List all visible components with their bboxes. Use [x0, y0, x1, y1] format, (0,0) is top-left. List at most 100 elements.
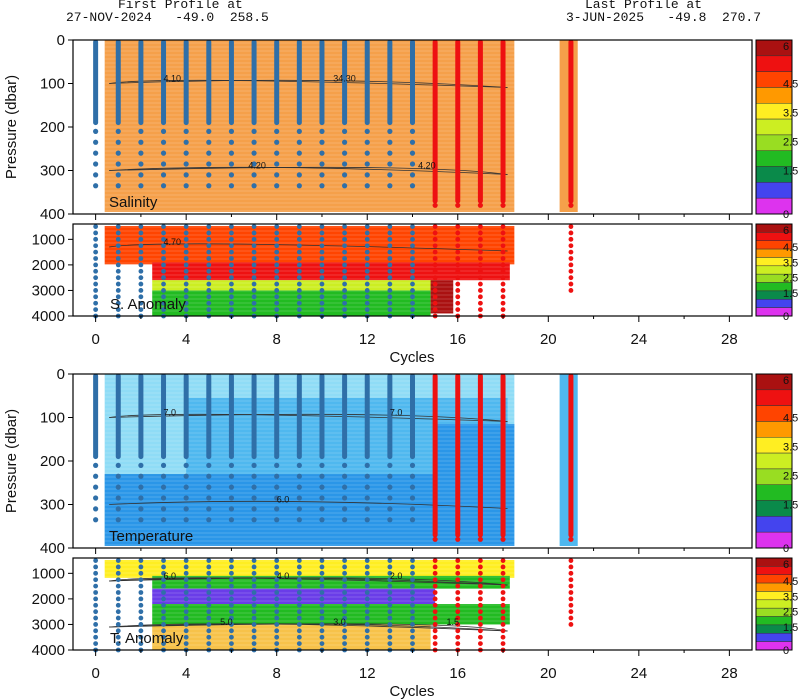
profile-point	[500, 256, 506, 261]
profile-point	[364, 473, 370, 479]
first-profile-label: First Profile at	[118, 0, 243, 12]
profile-point	[251, 224, 257, 229]
profile-point	[432, 609, 438, 615]
profile-point	[138, 602, 144, 608]
profile-point	[115, 288, 121, 293]
contour-line	[109, 577, 508, 586]
profile-point	[296, 506, 302, 512]
profile-point	[160, 139, 167, 145]
profile-point	[206, 590, 212, 595]
profile-point	[251, 139, 257, 145]
panel-s-anomaly	[68, 223, 793, 322]
profile-point	[432, 236, 438, 242]
profile-point	[296, 622, 302, 627]
profile-point	[274, 628, 280, 634]
x-tick-label: 28	[721, 665, 738, 682]
profile-point	[455, 275, 461, 281]
profile-point	[410, 249, 415, 255]
profile-point	[206, 558, 212, 563]
profile-point	[251, 570, 257, 576]
profile-point	[93, 570, 99, 576]
profile-point	[409, 161, 416, 167]
profile-point	[161, 564, 166, 570]
profile-point	[183, 294, 189, 300]
profile-point	[319, 506, 325, 512]
profile-point	[183, 256, 189, 261]
profile-point	[115, 628, 121, 634]
colorbar-tick-label: 2.5	[783, 273, 798, 285]
profile-point	[296, 517, 302, 523]
profile-point	[568, 262, 574, 268]
contour-label: 4.0	[277, 571, 290, 581]
profile-point	[500, 300, 506, 306]
profile-point	[138, 583, 144, 589]
profile-point	[161, 577, 166, 583]
profile-point	[161, 558, 166, 563]
profile-point	[160, 172, 167, 178]
profile-point	[319, 262, 325, 268]
profile-point	[229, 622, 234, 627]
profile-point	[500, 243, 506, 249]
colorbar-tick-label: 0	[783, 645, 789, 657]
profile-point	[274, 161, 280, 167]
profile-point	[364, 249, 370, 255]
profile-point	[251, 564, 257, 570]
profile-point	[93, 281, 99, 287]
profile-point	[319, 183, 325, 189]
profile-point	[251, 622, 257, 627]
y-axis-label: Pressure (dbar)	[3, 75, 20, 179]
profile-point	[251, 268, 257, 274]
profile-point	[206, 139, 212, 145]
profile-point	[387, 281, 393, 287]
profile-point	[342, 268, 347, 274]
profile-point	[183, 307, 189, 313]
profile-point	[183, 161, 189, 167]
profile-point	[568, 564, 574, 570]
profile-point	[364, 172, 370, 178]
colorbar-tick-label: 0	[783, 311, 789, 323]
profile-point	[296, 294, 302, 300]
profile-point	[251, 609, 257, 615]
profile-point	[251, 256, 257, 261]
profile-point	[568, 249, 574, 255]
profile-point	[500, 628, 506, 634]
profile-point	[115, 462, 121, 468]
profile-point	[296, 602, 302, 608]
profile-point	[274, 495, 280, 501]
profile-point	[206, 596, 212, 602]
profile-point	[364, 609, 370, 615]
profile-point	[183, 262, 189, 268]
profile-point	[206, 256, 212, 261]
profile-point	[364, 294, 370, 300]
x-tick-label: 4	[182, 331, 190, 348]
profile-point	[138, 224, 144, 229]
profile-point	[93, 590, 99, 595]
profile-point	[364, 462, 370, 468]
y-tick-label: 3000	[32, 282, 65, 299]
colorbar-frame	[755, 223, 793, 317]
profile-point	[319, 300, 325, 306]
profile-point	[342, 473, 348, 479]
profile-point	[115, 224, 121, 229]
profile-point	[478, 307, 483, 313]
profile-point	[410, 236, 415, 242]
profile-point	[206, 577, 212, 583]
profile-point	[251, 236, 257, 242]
profile-point	[500, 230, 506, 236]
profile-point	[115, 517, 121, 523]
profile-point	[296, 307, 302, 313]
profile-point	[251, 288, 257, 293]
profile-point	[568, 577, 574, 583]
profile-point	[183, 517, 189, 523]
profile-point	[206, 307, 212, 313]
profile-point	[160, 161, 167, 167]
profile-point	[138, 256, 144, 261]
profile-point	[183, 300, 189, 306]
profile-point	[364, 262, 370, 268]
profile-point	[274, 243, 280, 249]
contour-line	[109, 623, 508, 632]
profile-point	[251, 243, 257, 249]
profile-point	[568, 243, 574, 249]
profile-point	[138, 462, 144, 468]
colorbar-swatch	[755, 633, 793, 642]
